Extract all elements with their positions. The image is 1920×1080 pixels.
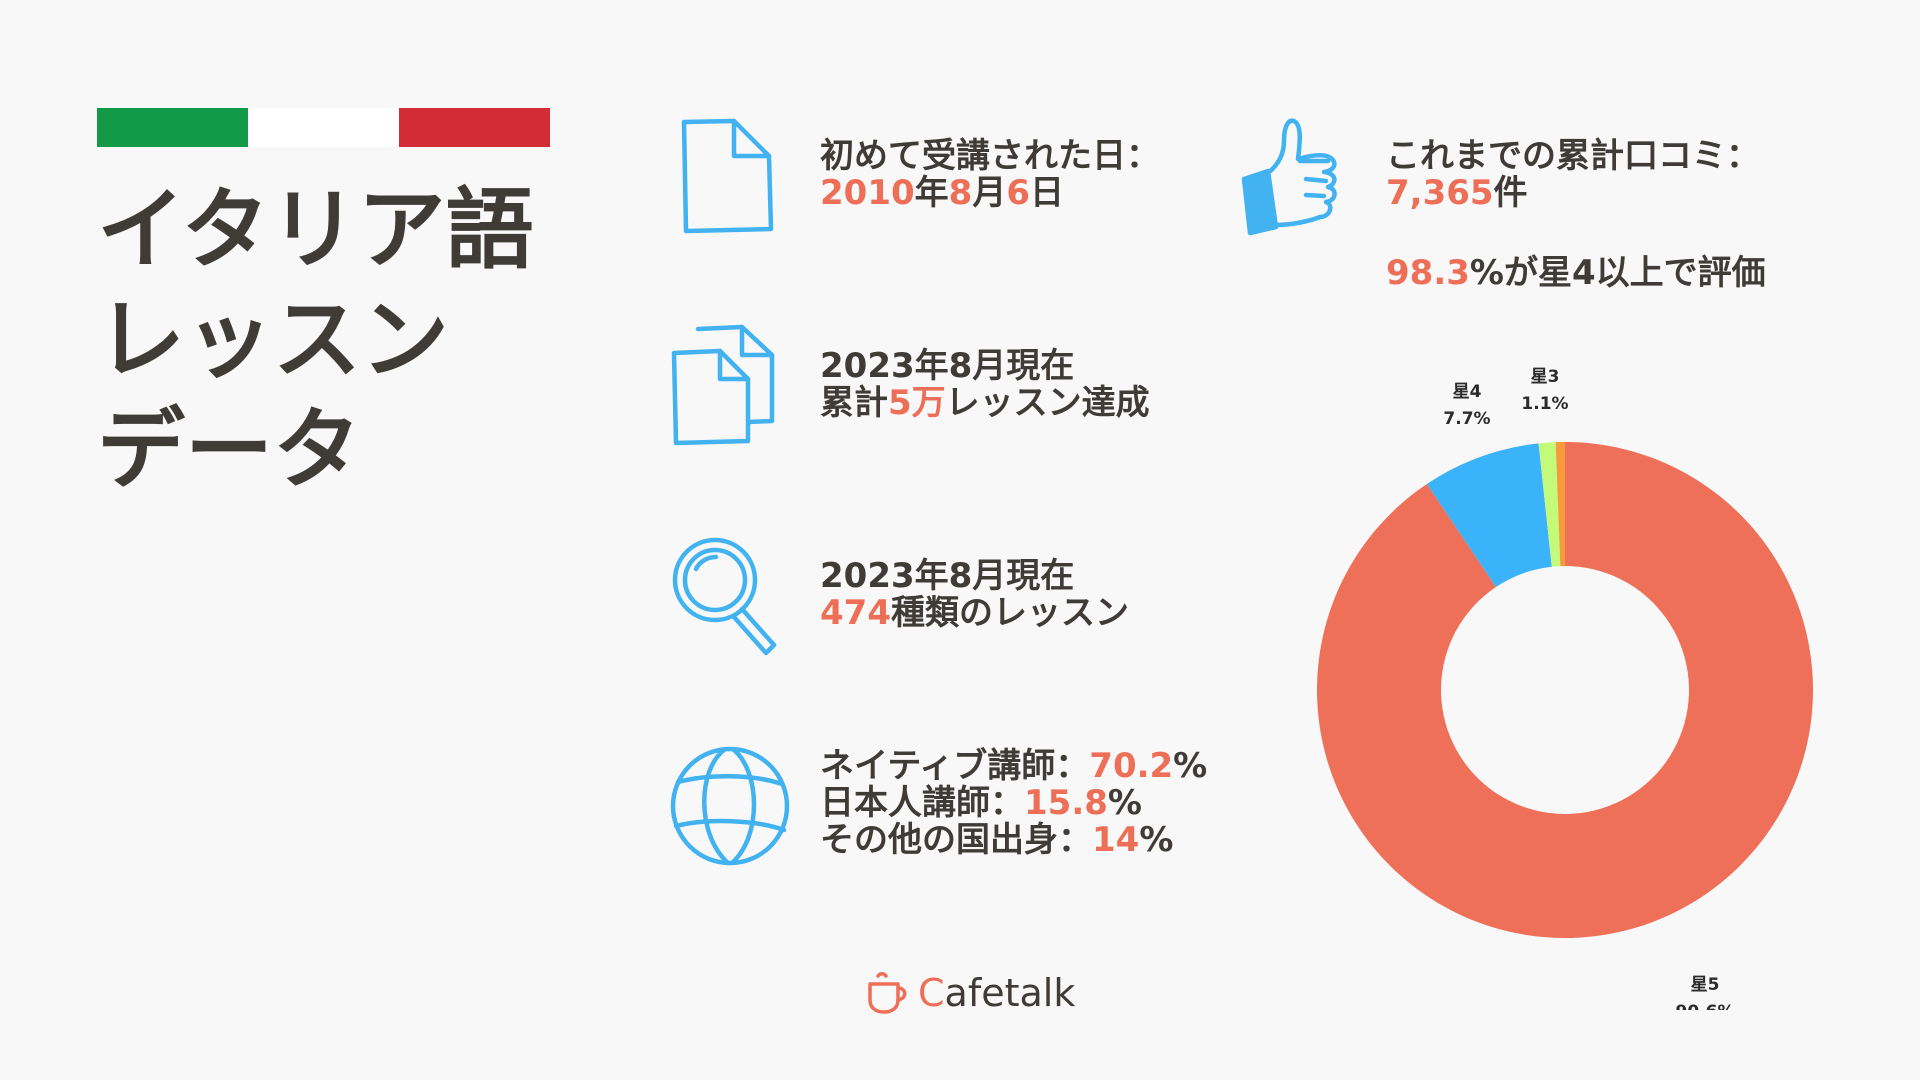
reviews-count: 7,365件 (1386, 175, 1760, 212)
types-post: 種類のレッスン (890, 593, 1129, 633)
first-lesson-year: 2010 (820, 173, 915, 213)
slice-value-0: 90.6% (1676, 1002, 1735, 1010)
first-lesson-label: 初めて受講された日： (820, 136, 1160, 176)
cafetalk-logo: Cafetalk (866, 970, 1075, 1016)
native-value: 70.2 (1089, 746, 1174, 786)
types-line: 474種類のレッスン (820, 595, 1129, 632)
slice-label-0: 星5 (1691, 975, 1720, 995)
slice-label-2: 星3 (1531, 367, 1560, 387)
teacher-row-other: その他の国出身：14% (820, 822, 1207, 859)
cumulative-lessons-stat: 2023年8月現在 累計5万レッスン達成 (820, 348, 1150, 422)
cumulative-line: 累計5万レッスン達成 (820, 385, 1150, 422)
reviews-value: 7,365 (1386, 173, 1494, 213)
teacher-row-japanese: 日本人講師：15.8% (820, 785, 1207, 822)
first-lesson-month: 8 (948, 173, 973, 213)
italian-flag (97, 108, 550, 147)
rating-line: 98.3%が星4以上で評価 (1386, 255, 1766, 292)
slice-value-2: 1.1% (1521, 394, 1568, 414)
rating-stat: 98.3%が星4以上で評価 (1386, 255, 1766, 292)
title-line-2: レッスン (97, 288, 450, 391)
donut-slice-2 (1538, 442, 1561, 567)
magnifier-icon (670, 535, 790, 660)
donut-slice-3 (1555, 442, 1565, 567)
document-icon (676, 116, 776, 236)
logo-initial: C (918, 971, 945, 1015)
other-value: 14 (1092, 820, 1140, 860)
logo-rest: afetalk (944, 971, 1076, 1015)
teacher-row-native: ネイティブ講師：70.2% (820, 748, 1207, 785)
flag-red-stripe (399, 108, 550, 147)
cumulative-post: レッスン達成 (945, 383, 1150, 423)
reviews-unit: 件 (1493, 173, 1528, 213)
globe-icon (668, 744, 793, 869)
page-title: イタリア語 レッスン データ (97, 175, 533, 505)
title-line-3: データ (97, 398, 362, 501)
logo-text: Cafetalk (918, 971, 1075, 1015)
flag-green-stripe (97, 108, 248, 147)
japanese-unit: % (1107, 783, 1142, 823)
documents-icon (668, 323, 778, 448)
month-unit: 月 (972, 173, 1007, 213)
cumulative-pre: 累計 (820, 383, 888, 423)
thumbs-up-icon (1240, 115, 1345, 240)
slice-value-1: 7.7% (1443, 409, 1490, 429)
title-line-1: イタリア語 (97, 178, 534, 281)
types-date: 2023年8月現在 (820, 556, 1075, 596)
year-unit: 年 (914, 173, 949, 213)
donut-slice-0 (1317, 442, 1813, 938)
teachers-stat: ネイティブ講師：70.2% 日本人講師：15.8% その他の国出身：14% (820, 748, 1207, 859)
first-lesson-day: 6 (1006, 173, 1030, 213)
day-unit: 日 (1029, 173, 1064, 213)
lesson-types-stat: 2023年8月現在 474種類のレッスン (820, 558, 1129, 632)
rating-value: 98.3 (1386, 253, 1470, 293)
other-label: その他の国出身： (820, 820, 1092, 860)
reviews-label: これまでの累計口コミ： (1386, 136, 1760, 176)
coffee-cup-icon (868, 972, 907, 1014)
slice-label-1: 星4 (1453, 382, 1482, 402)
rating-donut-chart: 星5 90.6% 星4 7.7% 星3 1.1% (1317, 367, 1813, 1010)
rating-text: %が星4以上で評価 (1469, 253, 1766, 293)
native-unit: % (1173, 746, 1208, 786)
japanese-label: 日本人講師： (820, 783, 1024, 823)
japanese-value: 15.8 (1024, 783, 1108, 823)
first-lesson-date: 2010年8月6日 (820, 175, 1160, 212)
other-unit: % (1139, 820, 1174, 860)
native-label: ネイティブ講師： (820, 746, 1090, 786)
cumulative-value: 5万 (888, 383, 946, 423)
reviews-stat: これまでの累計口コミ： 7,365件 (1386, 138, 1760, 212)
donut-slice-1 (1426, 443, 1552, 588)
cumulative-date: 2023年8月現在 (820, 346, 1075, 386)
types-value: 474 (820, 593, 891, 633)
first-lesson-stat: 初めて受講された日： 2010年8月6日 (820, 138, 1160, 212)
flag-white-stripe (248, 108, 399, 147)
